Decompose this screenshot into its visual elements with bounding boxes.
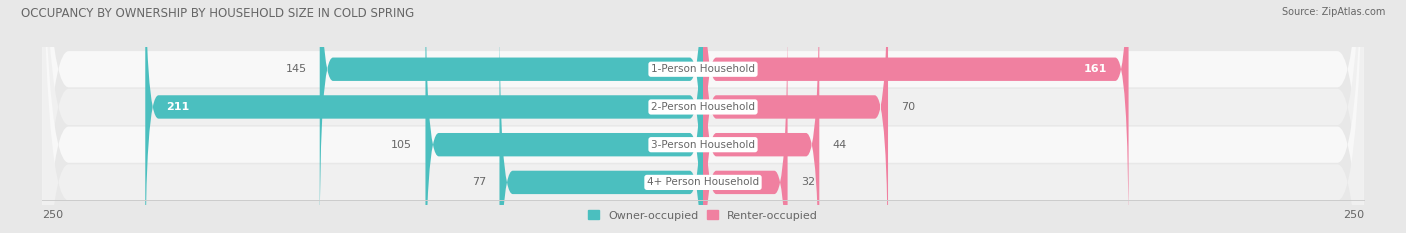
FancyBboxPatch shape <box>145 0 703 233</box>
Text: 3-Person Household: 3-Person Household <box>651 140 755 150</box>
FancyBboxPatch shape <box>703 0 889 233</box>
Text: OCCUPANCY BY OWNERSHIP BY HOUSEHOLD SIZE IN COLD SPRING: OCCUPANCY BY OWNERSHIP BY HOUSEHOLD SIZE… <box>21 7 415 20</box>
FancyBboxPatch shape <box>42 0 1364 233</box>
Text: 70: 70 <box>901 102 915 112</box>
FancyBboxPatch shape <box>703 0 1129 233</box>
Text: Source: ZipAtlas.com: Source: ZipAtlas.com <box>1281 7 1385 17</box>
FancyBboxPatch shape <box>42 0 1364 233</box>
FancyBboxPatch shape <box>703 0 820 233</box>
Text: 211: 211 <box>166 102 190 112</box>
Text: 1-Person Household: 1-Person Household <box>651 64 755 74</box>
Text: 2-Person Household: 2-Person Household <box>651 102 755 112</box>
Legend: Owner-occupied, Renter-occupied: Owner-occupied, Renter-occupied <box>583 206 823 225</box>
Text: 77: 77 <box>472 177 486 187</box>
Text: 105: 105 <box>391 140 412 150</box>
Text: 250: 250 <box>1343 210 1364 220</box>
FancyBboxPatch shape <box>426 0 703 233</box>
Text: 4+ Person Household: 4+ Person Household <box>647 177 759 187</box>
Text: 32: 32 <box>801 177 815 187</box>
FancyBboxPatch shape <box>703 6 787 233</box>
Text: 250: 250 <box>42 210 63 220</box>
FancyBboxPatch shape <box>499 6 703 233</box>
FancyBboxPatch shape <box>42 0 1364 233</box>
Text: 44: 44 <box>832 140 846 150</box>
FancyBboxPatch shape <box>319 0 703 233</box>
Text: 145: 145 <box>285 64 307 74</box>
Text: 161: 161 <box>1084 64 1108 74</box>
FancyBboxPatch shape <box>42 0 1364 233</box>
